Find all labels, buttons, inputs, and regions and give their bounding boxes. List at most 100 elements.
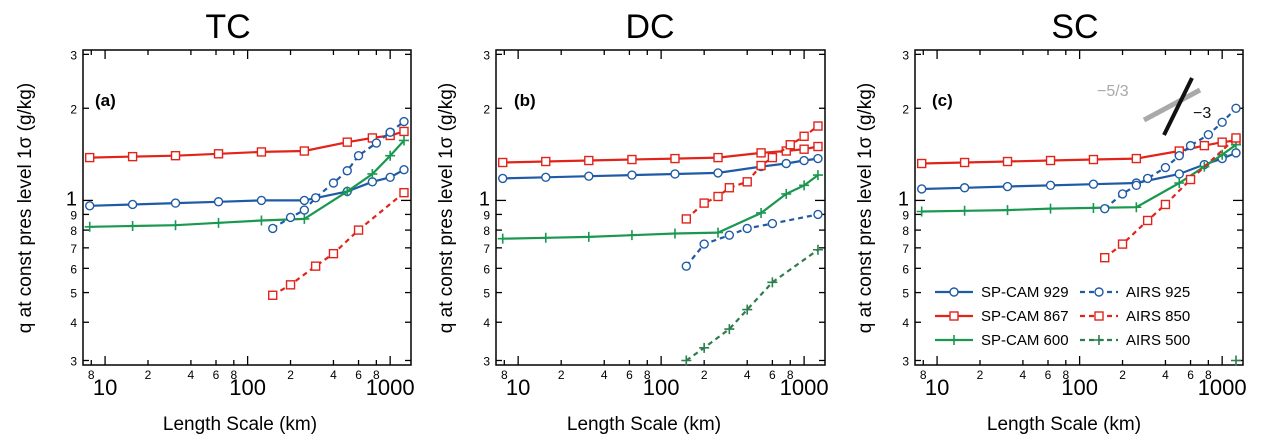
series-airs-925 bbox=[268, 116, 409, 234]
data-point bbox=[742, 223, 752, 234]
x-tick-label: 6 bbox=[213, 368, 220, 382]
data-point bbox=[399, 116, 409, 127]
data-point bbox=[742, 177, 752, 187]
data-point bbox=[310, 193, 321, 203]
panel-tc: TC (a) Length Scale (km) q at const pres… bbox=[15, 8, 415, 435]
data-point bbox=[626, 230, 637, 241]
data-point bbox=[713, 227, 724, 238]
x-tick-label: 8 bbox=[920, 368, 927, 382]
y-tick-label: 3 bbox=[70, 354, 77, 368]
y-tick-label: 9 bbox=[483, 208, 490, 222]
y-tick-label: 1 bbox=[898, 188, 909, 210]
y-tick-label: 3 bbox=[902, 48, 909, 62]
y-tick-label: 6 bbox=[902, 262, 909, 276]
data-point bbox=[959, 183, 970, 193]
data-point bbox=[170, 150, 181, 161]
data-point bbox=[127, 151, 138, 162]
data-point bbox=[756, 160, 766, 171]
data-point bbox=[310, 261, 321, 271]
data-point bbox=[1231, 103, 1241, 113]
slope-5-3-label: −5/3 bbox=[1097, 83, 1129, 100]
data-point bbox=[299, 205, 310, 215]
data-point bbox=[385, 172, 395, 182]
data-point bbox=[799, 155, 809, 166]
data-point bbox=[1094, 335, 1104, 345]
data-point bbox=[1174, 150, 1184, 161]
series-line bbox=[685, 125, 819, 220]
x-axis-label: Length Scale (km) bbox=[163, 414, 317, 435]
data-point bbox=[756, 207, 767, 218]
data-point bbox=[299, 213, 310, 224]
x-tick-label: 6 bbox=[1187, 368, 1194, 382]
data-point bbox=[1100, 252, 1110, 263]
data-point bbox=[498, 173, 508, 184]
y-tick-label: 8 bbox=[902, 224, 909, 238]
y-tick-label: 6 bbox=[483, 262, 490, 276]
data-point bbox=[1045, 180, 1056, 191]
y-tick-label: 2 bbox=[902, 102, 909, 116]
data-point bbox=[213, 149, 224, 159]
data-point bbox=[1160, 162, 1171, 173]
series-line bbox=[272, 120, 405, 230]
series-airs-850 bbox=[1100, 133, 1241, 263]
x-tick-label: 100 bbox=[229, 375, 266, 400]
data-point bbox=[949, 311, 959, 321]
data-point bbox=[724, 183, 735, 193]
x-tick-label: 8 bbox=[1062, 368, 1069, 382]
series-line bbox=[921, 143, 1237, 213]
y-tick-label: 5 bbox=[902, 287, 909, 301]
data-point bbox=[498, 157, 508, 168]
data-point bbox=[84, 152, 95, 163]
x-tick-label: 1000 bbox=[366, 375, 415, 400]
data-point bbox=[213, 217, 224, 228]
data-point bbox=[959, 205, 970, 216]
data-point bbox=[1002, 205, 1013, 216]
data-point bbox=[1088, 154, 1099, 165]
x-tick-label: 4 bbox=[188, 368, 195, 382]
data-point bbox=[1199, 140, 1210, 151]
y-tick-label: 3 bbox=[483, 354, 490, 368]
data-point bbox=[1185, 140, 1196, 151]
series-line bbox=[89, 130, 405, 159]
data-point bbox=[268, 223, 278, 234]
data-point bbox=[1094, 287, 1104, 297]
data-point bbox=[681, 355, 692, 366]
data-point bbox=[1094, 311, 1104, 321]
data-point bbox=[342, 186, 353, 197]
data-point bbox=[949, 335, 959, 345]
x-tick-label: 6 bbox=[769, 368, 776, 382]
data-point bbox=[813, 153, 823, 164]
x-tick-label: 100 bbox=[1061, 375, 1098, 400]
data-point bbox=[127, 220, 138, 231]
data-point bbox=[1045, 203, 1056, 214]
x-tick-label: 10 bbox=[506, 375, 530, 400]
series-sp-cam-929 bbox=[84, 164, 409, 211]
data-point bbox=[1002, 156, 1013, 167]
data-point bbox=[170, 198, 181, 208]
data-point bbox=[367, 177, 378, 187]
data-point bbox=[213, 197, 224, 207]
data-point bbox=[724, 324, 735, 335]
series-layer bbox=[84, 116, 409, 300]
y-tick-label: 3 bbox=[902, 354, 909, 368]
slope-5-3-line bbox=[1142, 87, 1202, 123]
x-tick-label: 10 bbox=[93, 375, 117, 400]
data-point bbox=[627, 154, 637, 165]
data-point bbox=[399, 164, 409, 175]
x-tick-label: 2 bbox=[287, 368, 294, 382]
data-point bbox=[127, 199, 138, 210]
data-point bbox=[767, 152, 778, 163]
data-point bbox=[813, 141, 823, 152]
x-axis-label: Length Scale (km) bbox=[987, 414, 1141, 435]
data-point bbox=[1217, 137, 1227, 147]
data-point bbox=[371, 138, 382, 148]
x-tick-label: 6 bbox=[355, 368, 362, 382]
data-point bbox=[353, 225, 364, 235]
y-axis-label: q at const pres level 1σ (g/kg) bbox=[15, 83, 36, 333]
data-point bbox=[916, 206, 927, 217]
x-tick-label: 2 bbox=[145, 368, 152, 382]
y-tick-label: 2 bbox=[483, 102, 490, 116]
x-axis-label: Length Scale (km) bbox=[567, 414, 721, 435]
panel-title: DC bbox=[625, 8, 674, 46]
x-tick-label: 6 bbox=[626, 368, 633, 382]
